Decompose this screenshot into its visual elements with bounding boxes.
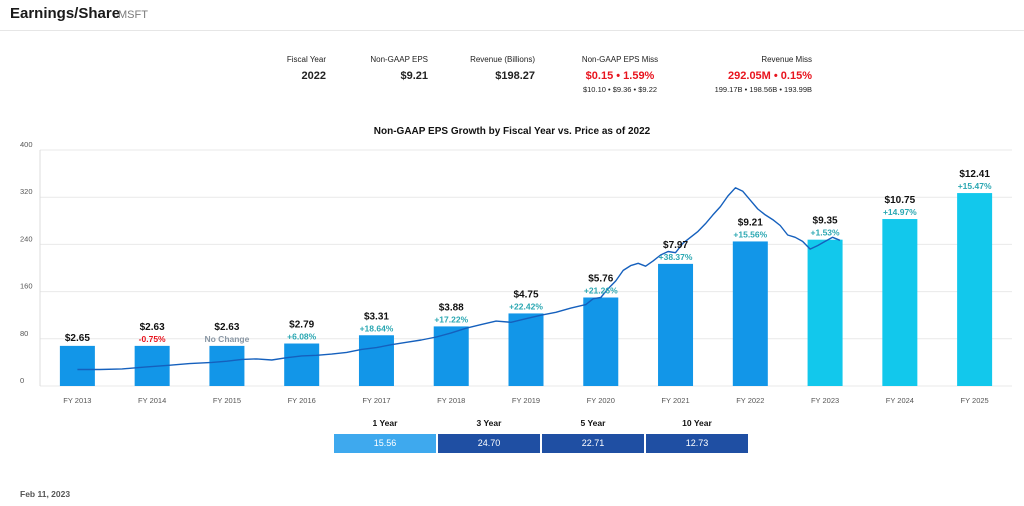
x-tick-label: FY 2020 bbox=[587, 396, 615, 405]
bar bbox=[807, 239, 843, 386]
x-tick-label: FY 2013 bbox=[63, 396, 91, 405]
perf-1-year: 1 Year 15.56 bbox=[334, 418, 436, 453]
ticker-symbol: MSFT bbox=[118, 9, 148, 21]
y-tick-label: 400 bbox=[20, 140, 33, 149]
bar bbox=[732, 241, 768, 386]
eps-data-label: $2.65 bbox=[65, 333, 90, 344]
eps-data-label: $5.76 bbox=[588, 274, 613, 285]
bar bbox=[658, 263, 694, 386]
stat-revenue: Revenue (Billions) $198.27 bbox=[440, 55, 535, 82]
y-tick-label: 160 bbox=[20, 282, 33, 291]
chart-title: Non-GAAP EPS Growth by Fiscal Year vs. P… bbox=[373, 126, 651, 137]
growth-label: No Change bbox=[204, 334, 249, 344]
growth-label: +21.26% bbox=[584, 286, 618, 296]
eps-data-label: $2.63 bbox=[214, 322, 239, 333]
stat-detail: 199.17B • 198.56B • 193.99B bbox=[714, 85, 812, 94]
as-of-date: Feb 11, 2023 bbox=[20, 489, 71, 499]
bar bbox=[209, 345, 245, 386]
x-tick-label: FY 2021 bbox=[661, 396, 689, 405]
perf-value: 22.71 bbox=[542, 434, 644, 453]
stat-label: Fiscal Year bbox=[286, 55, 326, 64]
bar bbox=[583, 297, 619, 386]
growth-label: +22.42% bbox=[509, 301, 543, 311]
price-line bbox=[77, 187, 841, 371]
eps-data-label: $2.79 bbox=[289, 320, 314, 331]
stat-detail: $10.10 • $9.36 • $9.22 bbox=[582, 85, 658, 94]
bar bbox=[508, 313, 544, 386]
eps-data-label: $3.88 bbox=[439, 302, 464, 313]
x-tick-label: FY 2019 bbox=[512, 396, 540, 405]
eps-data-label: $9.35 bbox=[813, 216, 838, 227]
eps-data-label: $10.75 bbox=[885, 195, 916, 206]
x-tick-label: FY 2015 bbox=[213, 396, 241, 405]
stat-label: Revenue Miss bbox=[761, 55, 812, 64]
stat-fiscal-year: Fiscal Year 2022 bbox=[250, 55, 326, 82]
bar bbox=[358, 335, 394, 386]
y-tick-label: 80 bbox=[20, 329, 28, 338]
growth-label: +15.56% bbox=[733, 229, 767, 239]
x-tick-label: FY 2017 bbox=[362, 396, 390, 405]
stat-value: 292.05M • 0.15% bbox=[728, 70, 812, 82]
growth-label: +17.22% bbox=[434, 314, 468, 324]
eps-data-label: $9.21 bbox=[738, 217, 763, 228]
bar bbox=[284, 343, 320, 386]
perf-value: 15.56 bbox=[334, 434, 436, 453]
growth-label: +15.47% bbox=[958, 181, 992, 191]
growth-label: +18.64% bbox=[360, 323, 394, 333]
x-tick-label: FY 2023 bbox=[811, 396, 839, 405]
growth-label: +14.97% bbox=[883, 207, 917, 217]
page-title: Earnings/Share bbox=[10, 5, 121, 22]
stat-eps: Non-GAAP EPS $9.21 bbox=[340, 55, 428, 82]
stat-value: $198.27 bbox=[495, 70, 535, 82]
perf-value: 24.70 bbox=[438, 434, 540, 453]
stat-value: $0.15 • 1.59% bbox=[585, 70, 655, 82]
growth-label: +6.08% bbox=[287, 332, 317, 342]
bar bbox=[59, 345, 95, 386]
perf-label: 1 Year bbox=[372, 418, 398, 428]
eps-data-label: $7.97 bbox=[663, 240, 688, 251]
stat-revenue-miss: Revenue Miss 292.05M • 0.15% 199.17B • 1… bbox=[690, 55, 812, 94]
header-bar: Earnings/Share MSFT bbox=[0, 0, 1024, 31]
eps-data-label: $2.63 bbox=[140, 322, 165, 333]
bar bbox=[433, 326, 469, 386]
y-tick-label: 320 bbox=[20, 187, 33, 196]
perf-label: 3 Year bbox=[476, 418, 502, 428]
y-tick-label: 0 bbox=[20, 376, 24, 385]
perf-label: 5 Year bbox=[580, 418, 606, 428]
x-tick-label: FY 2014 bbox=[138, 396, 166, 405]
x-tick-label: FY 2022 bbox=[736, 396, 764, 405]
x-tick-label: FY 2024 bbox=[886, 396, 914, 405]
stat-label: Revenue (Billions) bbox=[470, 55, 535, 64]
stat-value: 2022 bbox=[301, 70, 326, 82]
growth-label: +1.53% bbox=[811, 228, 841, 238]
stat-label: Non-GAAP EPS Miss bbox=[581, 55, 659, 64]
stat-eps-miss: Non-GAAP EPS Miss $0.15 • 1.59% $10.10 •… bbox=[560, 55, 680, 94]
bar bbox=[957, 193, 993, 386]
x-tick-label: FY 2018 bbox=[437, 396, 465, 405]
perf-value: 12.73 bbox=[646, 434, 748, 453]
perf-3-year: 3 Year 24.70 bbox=[438, 418, 540, 453]
y-tick-label: 240 bbox=[20, 234, 33, 243]
eps-data-label: $4.75 bbox=[513, 289, 538, 300]
eps-data-label: $12.41 bbox=[959, 169, 990, 180]
stat-value: $9.21 bbox=[400, 70, 428, 82]
perf-5-year: 5 Year 22.71 bbox=[542, 418, 644, 453]
growth-label: -0.75% bbox=[139, 334, 166, 344]
growth-label: +38.37% bbox=[659, 252, 693, 262]
eps-data-label: $3.31 bbox=[364, 311, 389, 322]
x-tick-label: FY 2025 bbox=[961, 396, 989, 405]
perf-label: 10 Year bbox=[682, 418, 712, 428]
bar bbox=[882, 219, 918, 386]
x-tick-label: FY 2016 bbox=[288, 396, 316, 405]
stat-label: Non-GAAP EPS bbox=[370, 55, 428, 64]
perf-10-year: 10 Year 12.73 bbox=[646, 418, 748, 453]
